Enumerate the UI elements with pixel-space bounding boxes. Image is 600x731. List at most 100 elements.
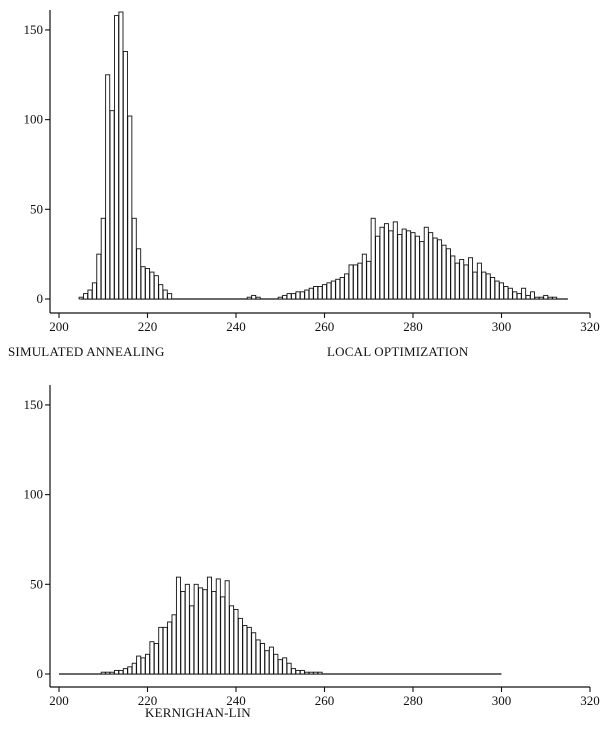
- histogram-bar: [100, 671, 106, 675]
- histogram-bar: [507, 287, 513, 300]
- histogram-panel-top: 0 50 100 150 200 220 240 260 280 300 320 SIMULATED …: [8, 10, 600, 359]
- histogram-bar: [375, 235, 381, 300]
- histogram-bar: [158, 626, 164, 675]
- histogram-bar: [326, 282, 332, 300]
- histogram-bar: [268, 646, 274, 675]
- histogram-bar: [322, 284, 328, 300]
- histogram-bar: [317, 671, 323, 675]
- histogram-bar: [397, 233, 403, 300]
- histogram-bar: [534, 296, 540, 300]
- histogram-bar: [392, 221, 398, 300]
- y-tick-label: 100: [24, 487, 44, 502]
- x-tick-label: 260: [315, 693, 335, 708]
- histogram-bar: [428, 232, 434, 300]
- histogram-bar: [339, 277, 345, 300]
- y-tick-label: 150: [24, 22, 44, 37]
- histogram-bar: [485, 273, 491, 300]
- y-tick-label: 0: [37, 291, 44, 306]
- histogram-bar: [406, 230, 412, 300]
- histogram-bar: [370, 217, 376, 300]
- histogram-bar: [543, 294, 549, 300]
- histogram-bar: [127, 666, 133, 675]
- histogram-bar: [144, 268, 150, 300]
- histogram-bar: [521, 287, 527, 300]
- histogram-bar: [525, 294, 531, 300]
- histogram-bar: [122, 51, 128, 300]
- histogram-bar: [304, 289, 310, 300]
- histogram-bar: [78, 296, 84, 300]
- histogram-bar: [547, 296, 553, 300]
- histogram-bar: [313, 285, 319, 300]
- histogram-bar: [255, 639, 261, 675]
- histogram-bar: [361, 253, 367, 300]
- histogram-bar: [198, 587, 204, 675]
- histogram-bar: [167, 293, 173, 300]
- histogram-bar: [162, 289, 168, 300]
- histogram-bar: [282, 294, 288, 300]
- histogram-bar: [122, 668, 128, 675]
- x-tick-label: 300: [492, 319, 512, 334]
- x-tick-label: 240: [226, 319, 246, 334]
- histogram-bar: [335, 278, 341, 300]
- histogram-bar: [264, 650, 270, 675]
- histogram-bar: [233, 608, 239, 675]
- x-tick-label: 220: [138, 693, 158, 708]
- histogram-panel-bottom: 0 50 100 150 200 220 240 260 280 300 320 KERNIGHAN-…: [24, 385, 600, 720]
- histogram-bar: [131, 662, 137, 675]
- x-tick-label: 300: [492, 693, 512, 708]
- histogram-bar: [273, 653, 279, 675]
- histogram-bar: [109, 110, 115, 300]
- histogram-bar: [237, 617, 243, 675]
- x-tick-label: 200: [49, 693, 69, 708]
- series-label: KERNIGHAN-LIN: [145, 705, 251, 720]
- histogram-bar: [162, 626, 168, 675]
- histogram-bar: [388, 230, 394, 300]
- histogram-bar: [246, 626, 252, 675]
- histogram-bar: [552, 296, 558, 300]
- histogram-bar: [344, 273, 350, 300]
- y-tick-label: 100: [24, 112, 44, 127]
- histogram-bar: [432, 237, 438, 300]
- histogram-bar: [140, 266, 146, 300]
- histogram-bar: [499, 282, 505, 300]
- histogram-bar: [352, 264, 358, 300]
- x-tick-label: 320: [580, 693, 600, 708]
- histogram-bar: [330, 280, 336, 300]
- histogram-bar: [131, 217, 137, 300]
- histogram-bar: [538, 296, 544, 300]
- histogram-bar: [105, 74, 111, 300]
- x-tick-label: 220: [138, 319, 158, 334]
- histogram-bar: [87, 289, 93, 300]
- histogram-bar: [175, 576, 181, 675]
- histogram-bar: [100, 217, 106, 300]
- series-label: SIMULATED ANNEALING: [8, 344, 165, 359]
- histogram-bar: [189, 605, 195, 675]
- x-tick-label: 320: [580, 319, 600, 334]
- histogram-bar: [317, 285, 323, 300]
- histogram-bar: [529, 291, 535, 300]
- histogram-bar: [127, 115, 133, 300]
- histogram-bar: [450, 255, 456, 300]
- histogram-bar: [401, 228, 407, 300]
- histogram-bar: [490, 277, 496, 300]
- histogram-bar: [153, 275, 159, 300]
- histogram-bar: [379, 226, 385, 300]
- y-tick-label: 150: [24, 397, 44, 412]
- histogram-bar: [445, 248, 451, 300]
- histogram-bar: [459, 259, 465, 300]
- histogram-bar: [366, 260, 372, 300]
- histogram-bar: [282, 657, 288, 675]
- histogram-bar: [91, 282, 97, 300]
- histogram-bar: [308, 287, 314, 300]
- histogram-bar: [291, 293, 297, 300]
- histogram-bar: [184, 583, 190, 675]
- histogram-bar: [118, 669, 124, 675]
- histogram-bar: [144, 653, 150, 675]
- histogram-bar: [308, 671, 314, 675]
- histogram-bar: [153, 643, 159, 675]
- histogram-bar: [299, 669, 305, 675]
- x-tick-label: 200: [49, 319, 69, 334]
- x-tick-label: 240: [226, 693, 246, 708]
- histogram-bar: [277, 296, 283, 300]
